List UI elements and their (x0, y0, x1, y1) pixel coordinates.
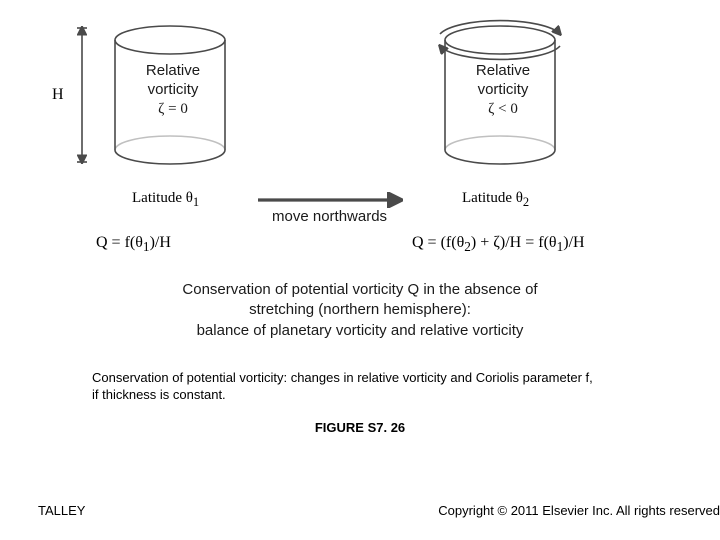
left-cyl-label: Relative vorticity ζ = 0 (128, 62, 218, 118)
left-label-line3: ζ = 0 (158, 101, 188, 117)
left-q-suffix: )/H (150, 234, 171, 251)
right-q-equation: Q = (f(θ2) + ζ)/H = f(θ1)/H (412, 234, 585, 255)
left-latitude: Latitude θ1 (132, 190, 199, 210)
left-latitude-text: Latitude θ (132, 190, 193, 206)
right-label-line2: vorticity (478, 81, 529, 98)
left-q-equation: Q = f(θ1)/H (96, 234, 171, 255)
left-q-prefix: Q = f(θ (96, 234, 143, 251)
explain-line1: Conservation of potential vorticity Q in… (182, 281, 537, 298)
right-q-mid: ) + ζ)/H = f(θ (471, 234, 557, 251)
left-label-line1: Relative (146, 62, 200, 79)
right-q-suffix: )/H (563, 234, 584, 251)
left-q-sub: 1 (143, 239, 150, 254)
right-q-sub1: 2 (464, 239, 471, 254)
move-label: move northwards (272, 208, 387, 225)
right-latitude-sub: 2 (523, 195, 529, 209)
left-label-line2: vorticity (148, 81, 199, 98)
left-latitude-sub: 1 (193, 195, 199, 209)
explain-line3: balance of planetary vorticity and relat… (197, 322, 524, 339)
caption-line1: Conservation of potential vorticity: cha… (92, 370, 593, 385)
right-label-line1: Relative (476, 62, 530, 79)
caption-block: Conservation of potential vorticity: cha… (92, 370, 652, 404)
right-cyl-label: Relative vorticity ζ < 0 (458, 62, 548, 118)
figure-canvas: H Relative vorticity ζ = 0 Relative vort… (0, 0, 720, 540)
right-label-line3: ζ < 0 (488, 101, 518, 117)
footer-right: Copyright © 2011 Elsevier Inc. All right… (438, 503, 720, 518)
height-label: H (52, 86, 64, 104)
height-arrow (77, 28, 87, 162)
right-latitude: Latitude θ2 (462, 190, 529, 210)
explain-line2: stretching (northern hemisphere): (249, 301, 471, 318)
caption-line2: if thickness is constant. (92, 387, 226, 402)
footer-left: TALLEY (38, 503, 85, 518)
right-latitude-text: Latitude θ (462, 190, 523, 206)
figure-code: FIGURE S7. 26 (0, 420, 720, 435)
right-q-prefix: Q = (f(θ (412, 234, 464, 251)
explanation-block: Conservation of potential vorticity Q in… (110, 280, 610, 341)
